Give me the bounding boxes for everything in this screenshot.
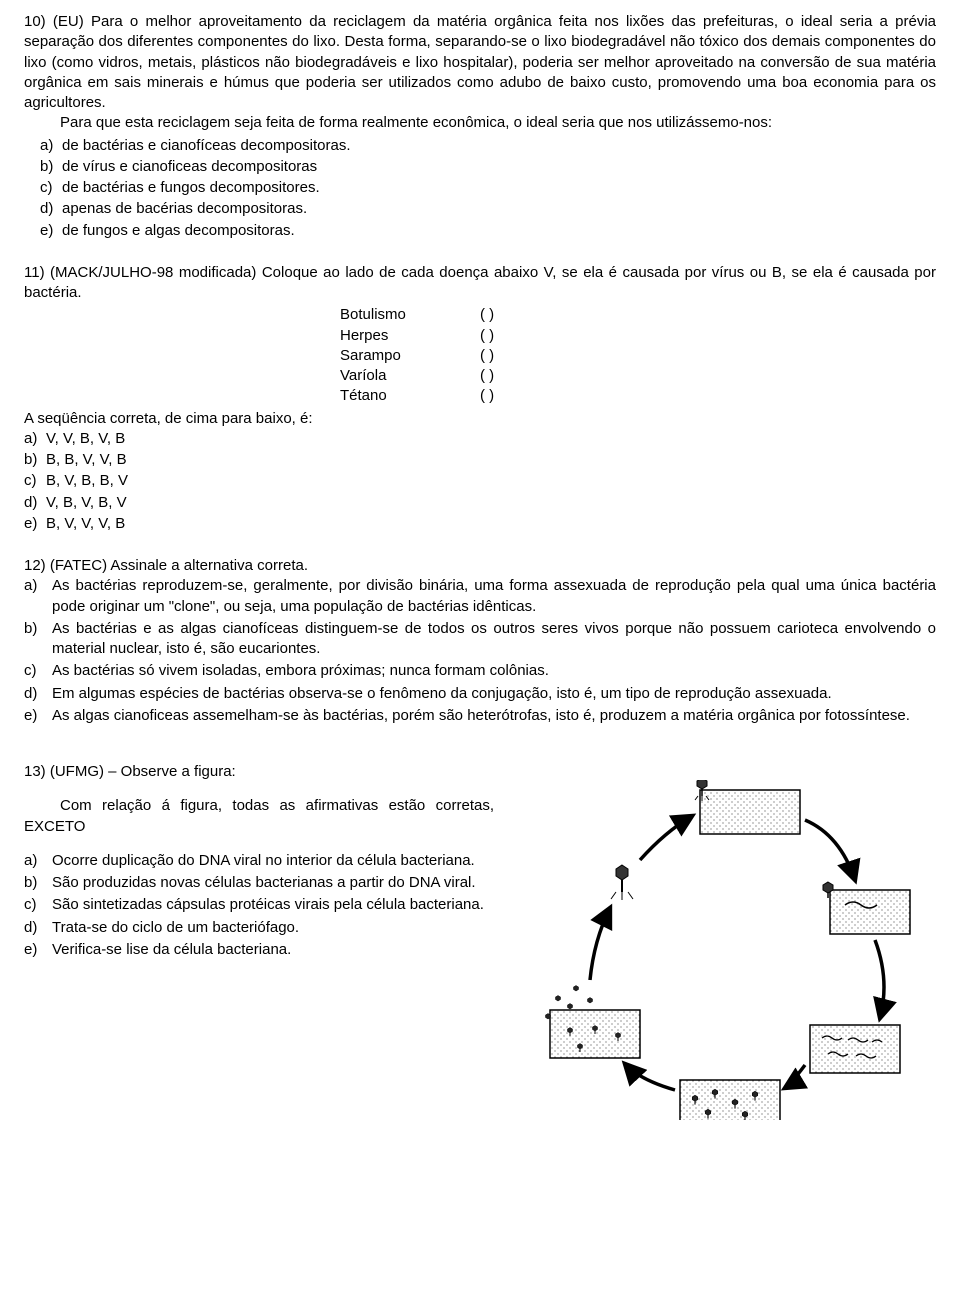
question-10-lead: Para que esta reciclagem seja feita de f… [24,113,936,133]
option-d: d)V, B, V, B, V [24,493,936,513]
option-a: a)Ocorre duplicação do DNA viral no inte… [24,851,494,871]
question-12: 12) (FATEC) Assinale a alternativa corre… [24,556,936,726]
option-c: c)As bactérias só vivem isoladas, embora… [24,661,936,681]
question-10-options: a)de bactérias e cianofíceas decomposito… [40,136,936,241]
option-d: d)apenas de bacérias decompositoras. [40,199,936,219]
question-11-options: a)V, V, B, V, B b)B, B, V, V, B c)B, V, … [24,429,936,534]
disease-row: Sarampo( ) [340,346,620,366]
option-b: b)As bactérias e as algas cianofíceas di… [24,619,936,660]
question-13-lead: Com relação á figura, todas as afirmativ… [24,796,494,837]
disease-row: Tétano( ) [340,386,620,406]
disease-row: Botulismo( ) [340,305,620,325]
option-a: a)V, V, B, V, B [24,429,936,449]
option-c: c)São sintetizadas cápsulas protéicas vi… [24,895,494,915]
option-e: e)B, V, V, V, B [24,514,936,534]
cycle-diagram-icon [530,780,920,1120]
bacteriophage-cycle-figure [514,762,936,1120]
option-b: b)B, B, V, V, B [24,450,936,470]
option-d: d)Trata-se do ciclo de um bacteriófago. [24,918,494,938]
question-11-seqlead: A seqüência correta, de cima para baixo,… [24,409,936,429]
question-12-body: 12) (FATEC) Assinale a alternativa corre… [24,556,936,576]
option-a: a)As bactérias reproduzem-se, geralmente… [24,576,936,617]
disease-table: Botulismo( ) Herpes( ) Sarampo( ) Varíol… [340,305,620,406]
question-13-options: a)Ocorre duplicação do DNA viral no inte… [24,851,494,960]
question-10: 10) (EU) Para o melhor aproveitamento da… [24,12,936,241]
question-13-head: 13) (UFMG) – Observe a figura: [24,762,494,782]
question-13: 13) (UFMG) – Observe a figura: Com relaç… [24,762,936,1120]
option-e: e)de fungos e algas decompositoras. [40,221,936,241]
option-c: c)de bactérias e fungos decompositores. [40,178,936,198]
disease-row: Herpes( ) [340,326,620,346]
option-c: c)B, V, B, B, V [24,471,936,491]
option-e: e)Verifica-se lise da célula bacteriana. [24,940,494,960]
question-11-body: 11) (MACK/JULHO-98 modificada) Coloque a… [24,263,936,304]
option-d: d)Em algumas espécies de bactérias obser… [24,684,936,704]
option-e: e)As algas cianoficeas assemelham-se às … [24,706,936,726]
option-b: b)de vírus e cianoficeas decompositoras [40,157,936,177]
question-11: 11) (MACK/JULHO-98 modificada) Coloque a… [24,263,936,534]
question-10-body: 10) (EU) Para o melhor aproveitamento da… [24,12,936,113]
disease-row: Varíola( ) [340,366,620,386]
option-a: a)de bactérias e cianofíceas decomposito… [40,136,936,156]
option-b: b)São produzidas novas células bacterian… [24,873,494,893]
question-12-options: a)As bactérias reproduzem-se, geralmente… [24,576,936,726]
